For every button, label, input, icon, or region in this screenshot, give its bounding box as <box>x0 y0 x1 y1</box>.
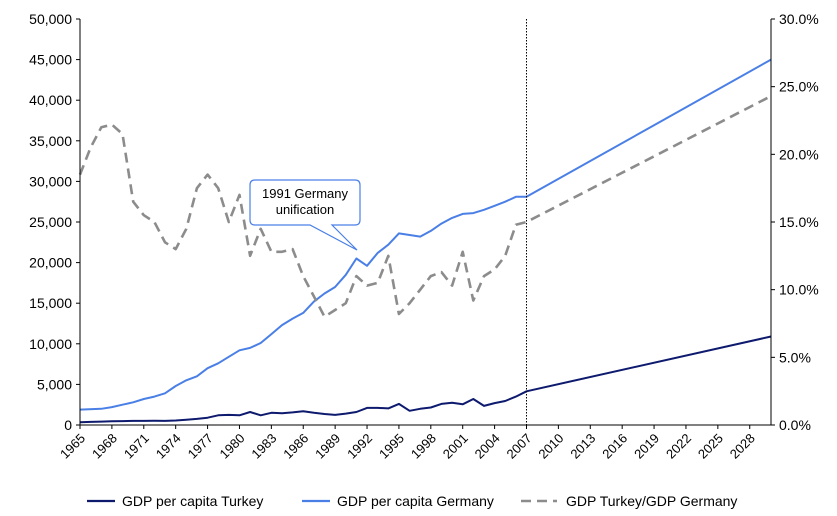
x-tick-label: 2007 <box>504 431 535 462</box>
y-left-tick-label: 10,000 <box>29 336 72 352</box>
legend-label: GDP per capita Germany <box>337 493 494 509</box>
x-tick-label: 2010 <box>535 431 566 462</box>
legend-item: GDP per capita Turkey <box>87 493 263 509</box>
series-line-1 <box>79 335 772 424</box>
legend-item: GDP per capita Germany <box>302 493 494 509</box>
y-right-tick-label: 30.0% <box>779 11 819 27</box>
series-line-3 <box>78 94 772 319</box>
x-tick-label: 1977 <box>185 431 216 462</box>
x-tick-label: 2022 <box>663 431 694 462</box>
x-tick-label: 1974 <box>153 431 184 462</box>
y-left-tick-label: 45,000 <box>29 52 72 68</box>
y-left-tick-label: 5,000 <box>37 376 72 392</box>
y-right-tick-label: 10.0% <box>779 282 819 298</box>
legend-item: GDP Turkey/GDP Germany <box>521 493 737 509</box>
legend-label: GDP per capita Turkey <box>122 493 263 509</box>
y-right-tick-label: 25.0% <box>779 79 819 95</box>
series-line-2 <box>79 58 772 411</box>
x-tick-label: 2019 <box>631 431 662 462</box>
x-tick-label: 2025 <box>695 431 726 462</box>
x-tick-label: 1992 <box>344 431 375 462</box>
x-tick-label: 2001 <box>440 431 471 462</box>
y-left-tick-label: 15,000 <box>29 295 72 311</box>
x-tick-label: 2013 <box>567 431 598 462</box>
annotation-text: unification <box>276 202 335 217</box>
y-left-tick-label: 50,000 <box>29 11 72 27</box>
x-tick-label: 1980 <box>217 431 248 462</box>
x-tick-label: 2004 <box>472 431 503 462</box>
x-tick-label: 2028 <box>727 431 758 462</box>
x-tick-label: 2016 <box>599 431 630 462</box>
x-tick-label: 1998 <box>408 431 439 462</box>
y-right-tick-label: 5.0% <box>779 349 811 365</box>
y-left-tick-label: 40,000 <box>29 92 72 108</box>
x-tick-label: 1995 <box>376 431 407 462</box>
y-right-tick-label: 15.0% <box>779 214 819 230</box>
y-left-tick-label: 25,000 <box>29 214 72 230</box>
y-right-tick-label: 0.0% <box>779 417 811 433</box>
y-left-tick-label: 30,000 <box>29 173 72 189</box>
annotation-bubble <box>249 179 361 251</box>
y-left-tick-label: 0 <box>64 417 72 433</box>
x-tick-label: 1968 <box>89 431 120 462</box>
x-tick-label: 1971 <box>121 431 152 462</box>
annotation-text: 1991 Germany <box>262 186 348 201</box>
x-tick-label: 1983 <box>248 431 279 462</box>
legend-label: GDP Turkey/GDP Germany <box>566 493 737 509</box>
x-tick-label: 1986 <box>280 431 311 462</box>
y-left-tick-label: 20,000 <box>29 255 72 271</box>
x-tick-label: 1989 <box>312 431 343 462</box>
y-left-tick-label: 35,000 <box>29 133 72 149</box>
x-tick-label: 1965 <box>57 431 88 462</box>
y-right-tick-label: 20.0% <box>779 146 819 162</box>
